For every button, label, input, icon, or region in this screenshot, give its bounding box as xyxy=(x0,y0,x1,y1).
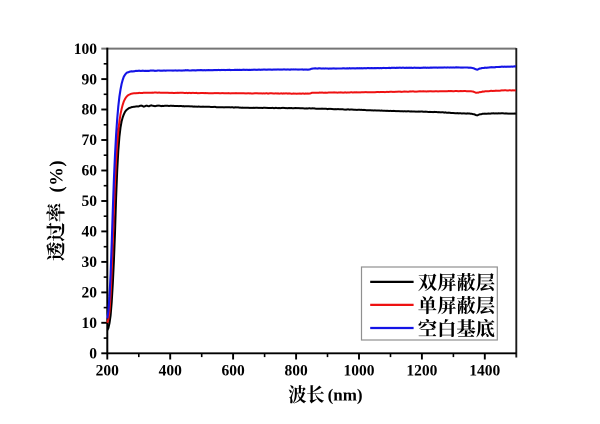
svg-text:200: 200 xyxy=(96,362,120,379)
svg-text:30: 30 xyxy=(82,254,98,271)
svg-text:70: 70 xyxy=(82,132,98,149)
svg-text:20: 20 xyxy=(82,285,98,302)
svg-text:100: 100 xyxy=(74,41,98,58)
svg-text:90: 90 xyxy=(82,71,98,88)
svg-text:50: 50 xyxy=(82,193,98,210)
svg-text:10: 10 xyxy=(82,315,98,332)
svg-text:800: 800 xyxy=(284,362,308,379)
svg-text:1200: 1200 xyxy=(406,362,437,379)
svg-text:(nm): (nm) xyxy=(328,385,363,404)
svg-text:400: 400 xyxy=(159,362,183,379)
svg-text:600: 600 xyxy=(221,362,245,379)
svg-text:1000: 1000 xyxy=(344,362,375,379)
svg-text:80: 80 xyxy=(82,102,98,119)
svg-text:1400: 1400 xyxy=(469,362,500,379)
svg-text:(%): (%) xyxy=(47,160,67,193)
svg-text:40: 40 xyxy=(82,224,98,241)
svg-text:60: 60 xyxy=(82,163,98,180)
svg-text:0: 0 xyxy=(89,346,97,363)
